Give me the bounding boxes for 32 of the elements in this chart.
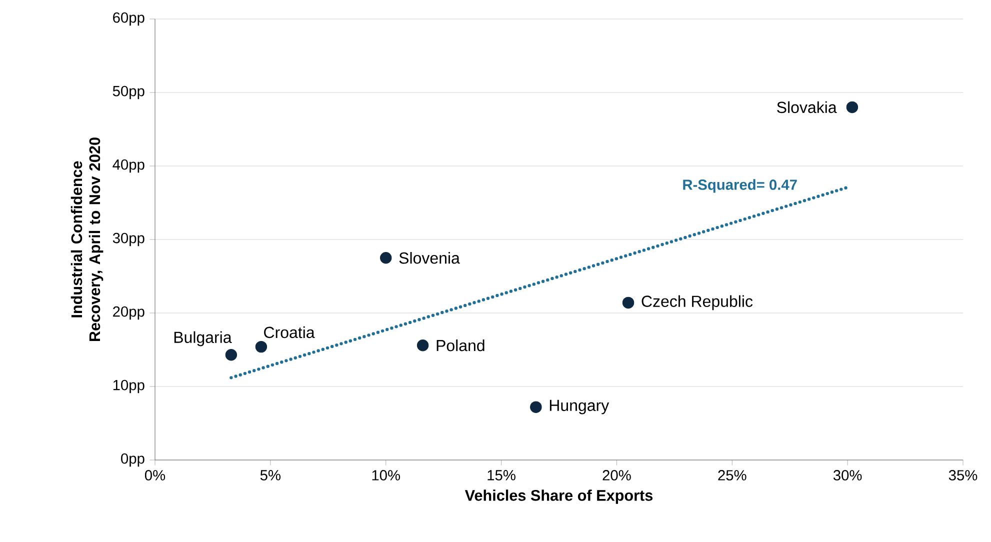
x-axis-title: Vehicles Share of Exports bbox=[464, 490, 653, 504]
y-tick-label: 40pp bbox=[112, 159, 144, 173]
point bbox=[622, 296, 634, 309]
x-tick-label: 10% bbox=[372, 470, 400, 480]
point bbox=[225, 349, 238, 361]
series-label: Croatia bbox=[264, 326, 315, 338]
x-tick-label: 5% bbox=[260, 470, 280, 480]
x-tick-label: 15% bbox=[488, 470, 516, 480]
point bbox=[530, 401, 542, 413]
y-tick-label: 50pp bbox=[112, 86, 144, 100]
y-tick-label: 60pp bbox=[113, 12, 144, 26]
series-label: Bulgaria bbox=[174, 331, 232, 346]
x-tick-label: 30% bbox=[833, 470, 862, 480]
point bbox=[255, 340, 268, 353]
x-tick-label: 20% bbox=[602, 470, 631, 480]
series-label: Poland bbox=[436, 339, 484, 352]
y-tick-label: 10pp bbox=[113, 380, 144, 394]
x-tick-label: 35% bbox=[948, 470, 978, 480]
series-label: Slovakia bbox=[777, 101, 837, 114]
point bbox=[380, 252, 392, 264]
y-tick-label: 0pp bbox=[121, 453, 144, 467]
series-label: Hungary bbox=[550, 400, 610, 414]
point bbox=[846, 101, 858, 114]
y-tick-label: 20pp bbox=[113, 306, 144, 320]
series-label: Slovenia bbox=[399, 252, 460, 264]
x-tick-label: 0% bbox=[144, 470, 166, 480]
series-label: Czech Republic bbox=[642, 295, 753, 310]
x-tick-label: 25% bbox=[718, 470, 746, 480]
point bbox=[416, 339, 429, 352]
y-tick-label: 30pp bbox=[112, 232, 144, 246]
y-axis-title: Industrial Confidence Recovery, April to Nov 2020 bbox=[70, 138, 104, 342]
annotation: R-Squared= 0.47 bbox=[683, 179, 797, 193]
